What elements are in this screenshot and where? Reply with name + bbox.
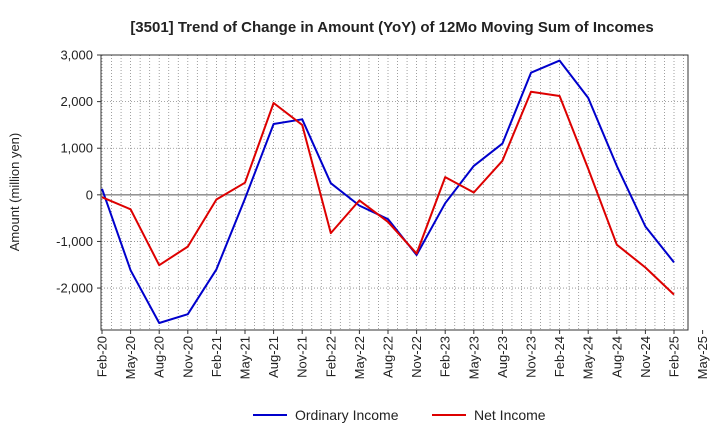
y-tick-label: 3,000 (60, 48, 93, 63)
x-tick-label: Aug-20 (152, 336, 167, 378)
x-tick-label: May-22 (352, 336, 367, 379)
y-axis-label: Amount (million yen) (7, 133, 22, 252)
x-tick-label: Feb-23 (438, 336, 453, 377)
x-tick-label: Aug-21 (266, 336, 281, 378)
x-tick-label: May-23 (466, 336, 481, 379)
x-tick-label: Aug-24 (609, 336, 624, 378)
x-tick-label: May-25 (695, 336, 710, 379)
x-tick-label: May-21 (238, 336, 253, 379)
x-tick-label: Aug-22 (381, 336, 396, 378)
x-tick-label: Nov-24 (638, 336, 653, 378)
plot-grid (101, 54, 688, 330)
x-tick-label: Feb-24 (552, 336, 567, 377)
x-tick-label: Aug-23 (495, 336, 510, 378)
series-lines (101, 59, 675, 324)
legend: Ordinary Income Net Income (253, 407, 546, 423)
x-tick-label: May-20 (123, 336, 138, 379)
legend-label: Net Income (474, 407, 546, 423)
legend-label: Ordinary Income (295, 407, 399, 423)
y-tick-label: 0 (86, 187, 93, 202)
series-line-ordinary-income (101, 59, 675, 324)
x-tick-label: Feb-25 (667, 336, 682, 377)
y-tick-label: 1,000 (60, 141, 93, 156)
plot-area (100, 54, 689, 331)
x-axis-ticks: Feb-20 May-20 Aug-20 Nov-20 Feb-21 May-21 Aug-… (95, 330, 710, 379)
y-tick-label: 2,000 (60, 94, 93, 109)
chart-title: [3501] Trend of Change in Amount (YoY) o… (130, 19, 653, 36)
x-tick-label: May-24 (581, 336, 596, 379)
y-axis-ticks: 3,000 2,000 1,000 0 -1,000 -2,000 (56, 48, 101, 296)
y-tick-label: -1,000 (56, 234, 93, 249)
x-tick-label: Feb-21 (209, 336, 224, 377)
x-tick-label: Feb-22 (323, 336, 338, 377)
x-tick-label: Nov-22 (409, 336, 424, 378)
x-tick-label: Feb-20 (95, 336, 110, 377)
x-tick-label: Nov-20 (180, 336, 195, 378)
series-line-net-income (101, 90, 675, 296)
x-tick-label: Nov-21 (295, 336, 310, 378)
x-tick-label: Nov-23 (524, 336, 539, 378)
y-tick-label: -2,000 (56, 281, 93, 296)
